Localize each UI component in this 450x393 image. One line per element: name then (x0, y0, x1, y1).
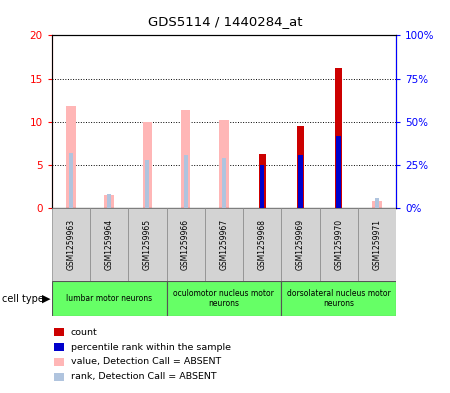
Bar (52, 208, 90, 281)
Text: GDS5114 / 1440284_at: GDS5114 / 1440284_at (148, 15, 302, 28)
Text: GSM1259967: GSM1259967 (220, 219, 228, 270)
Bar (243, 208, 281, 281)
Bar (358, 208, 396, 281)
Bar (90, 208, 128, 281)
Text: percentile rank within the sample: percentile rank within the sample (71, 343, 231, 351)
Text: cell type: cell type (2, 294, 44, 304)
Text: GSM1259970: GSM1259970 (334, 219, 343, 270)
Bar (145, 160, 149, 208)
Bar (166, 208, 205, 281)
Bar (222, 158, 226, 208)
Bar (69, 153, 73, 208)
Text: GSM1259969: GSM1259969 (296, 219, 305, 270)
Bar (375, 198, 379, 208)
Bar (336, 136, 341, 208)
Text: GSM1259964: GSM1259964 (104, 219, 113, 270)
Bar (335, 68, 342, 208)
Text: dorsolateral nucleus motor
neurons: dorsolateral nucleus motor neurons (287, 289, 391, 309)
Bar (281, 281, 396, 316)
Bar (281, 208, 320, 281)
Text: rank, Detection Call = ABSENT: rank, Detection Call = ABSENT (71, 373, 216, 381)
Text: count: count (71, 328, 97, 336)
Bar (107, 195, 111, 208)
Bar (205, 208, 243, 281)
Bar (297, 126, 304, 208)
Text: GSM1259966: GSM1259966 (181, 219, 190, 270)
Text: ▶: ▶ (42, 294, 50, 304)
Bar (184, 155, 188, 208)
Bar (128, 208, 166, 281)
Bar (298, 155, 303, 208)
Text: lumbar motor neurons: lumbar motor neurons (66, 294, 152, 303)
Text: value, Detection Call = ABSENT: value, Detection Call = ABSENT (71, 358, 221, 366)
Bar (181, 110, 190, 208)
Bar (260, 165, 265, 208)
Text: GSM1259965: GSM1259965 (143, 219, 152, 270)
Bar (219, 120, 229, 208)
Bar (52, 281, 166, 316)
Text: GSM1259963: GSM1259963 (67, 219, 76, 270)
Bar (166, 281, 281, 316)
Bar (143, 122, 152, 208)
Bar (320, 208, 358, 281)
Text: GSM1259968: GSM1259968 (257, 219, 266, 270)
Bar (66, 106, 76, 208)
Bar (372, 201, 382, 208)
Bar (259, 154, 266, 208)
Text: GSM1259971: GSM1259971 (373, 219, 382, 270)
Bar (104, 195, 114, 208)
Text: oculomotor nucleus motor
neurons: oculomotor nucleus motor neurons (173, 289, 274, 309)
